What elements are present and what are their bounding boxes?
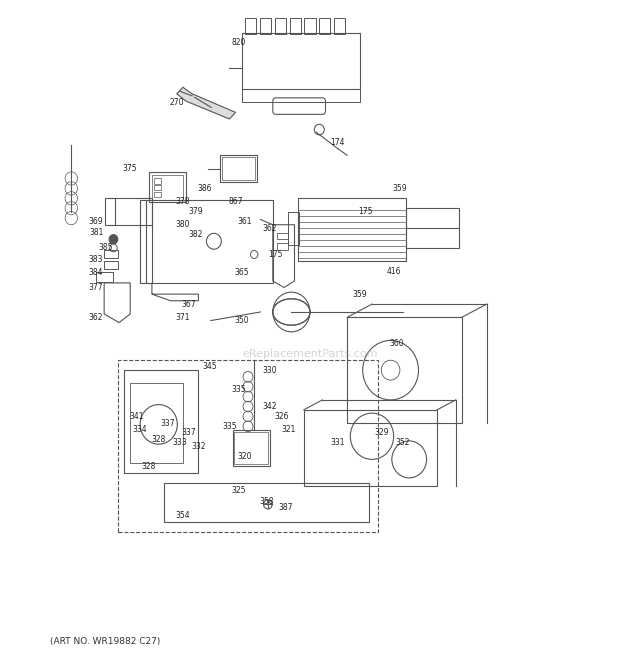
Bar: [164, 483, 369, 522]
Text: eReplacementParts.com: eReplacementParts.com: [242, 348, 378, 359]
Text: 379: 379: [188, 207, 203, 216]
Text: 320: 320: [237, 451, 252, 461]
Bar: [319, 18, 330, 34]
Text: 330: 330: [262, 366, 277, 375]
Text: 325: 325: [231, 486, 246, 495]
Bar: [406, 208, 459, 248]
Bar: [105, 198, 152, 225]
Text: 383: 383: [89, 255, 104, 264]
Text: 386: 386: [197, 184, 212, 193]
Text: 378: 378: [175, 197, 190, 206]
Text: 380: 380: [175, 220, 190, 229]
Text: 820: 820: [231, 38, 246, 48]
Polygon shape: [177, 87, 236, 119]
Text: 385: 385: [98, 243, 113, 253]
Bar: [118, 360, 378, 532]
Text: 328: 328: [151, 435, 166, 444]
Bar: [242, 89, 360, 102]
Text: 332: 332: [191, 442, 206, 451]
Bar: [290, 18, 301, 34]
Text: 329: 329: [374, 428, 389, 438]
Text: 384: 384: [89, 268, 104, 278]
Bar: [334, 18, 345, 34]
Bar: [304, 18, 316, 34]
Text: 377: 377: [89, 283, 104, 292]
Bar: [232, 430, 270, 466]
Bar: [347, 317, 462, 423]
Text: 345: 345: [202, 362, 217, 371]
Text: 335: 335: [231, 385, 246, 395]
Bar: [245, 18, 256, 34]
Bar: [152, 175, 183, 200]
Bar: [154, 192, 161, 197]
Bar: [104, 250, 118, 258]
Text: 321: 321: [281, 425, 296, 434]
Bar: [220, 155, 257, 182]
Text: 358: 358: [259, 496, 274, 506]
Text: 365: 365: [234, 268, 249, 277]
Text: 360: 360: [389, 339, 404, 348]
Bar: [277, 243, 288, 250]
Text: 270: 270: [169, 98, 184, 107]
Bar: [96, 272, 113, 282]
Text: 328: 328: [141, 461, 156, 471]
Bar: [260, 18, 271, 34]
Text: 387: 387: [278, 503, 293, 512]
Text: 359: 359: [392, 184, 407, 193]
Bar: [304, 410, 437, 486]
Text: 352: 352: [396, 438, 410, 447]
Bar: [154, 178, 161, 184]
Text: 175: 175: [358, 207, 373, 216]
Text: 367: 367: [182, 299, 197, 309]
Text: 175: 175: [268, 250, 283, 259]
Text: 381: 381: [89, 228, 104, 237]
Bar: [124, 370, 198, 473]
Text: 341: 341: [129, 412, 144, 421]
Text: 362: 362: [89, 313, 104, 322]
Text: 174: 174: [330, 137, 345, 147]
Text: 331: 331: [330, 438, 345, 447]
Text: 369: 369: [89, 217, 104, 226]
Text: 334: 334: [132, 425, 147, 434]
Bar: [140, 200, 273, 283]
Text: 867: 867: [228, 197, 243, 206]
Text: 371: 371: [175, 313, 190, 322]
Text: 416: 416: [386, 266, 401, 276]
Bar: [242, 33, 360, 89]
Text: 362: 362: [262, 223, 277, 233]
Text: 354: 354: [175, 511, 190, 520]
Bar: [104, 261, 118, 269]
Bar: [298, 198, 406, 261]
Bar: [222, 157, 255, 180]
Bar: [154, 185, 161, 190]
Text: 382: 382: [188, 230, 203, 239]
Bar: [277, 233, 288, 239]
Text: 375: 375: [123, 164, 138, 173]
Bar: [234, 432, 268, 464]
Text: 337: 337: [182, 428, 197, 438]
Text: 335: 335: [222, 422, 237, 431]
Text: 333: 333: [172, 438, 187, 447]
Text: 361: 361: [237, 217, 252, 226]
Text: 342: 342: [262, 402, 277, 411]
Text: 350: 350: [234, 316, 249, 325]
Bar: [149, 172, 186, 202]
Circle shape: [109, 235, 118, 244]
Bar: [275, 18, 286, 34]
Text: 359: 359: [352, 290, 367, 299]
Text: 337: 337: [160, 418, 175, 428]
Text: 326: 326: [275, 412, 290, 421]
Text: (ART NO. WR19882 C27): (ART NO. WR19882 C27): [50, 637, 160, 646]
Bar: [288, 212, 299, 245]
Bar: [130, 383, 183, 463]
